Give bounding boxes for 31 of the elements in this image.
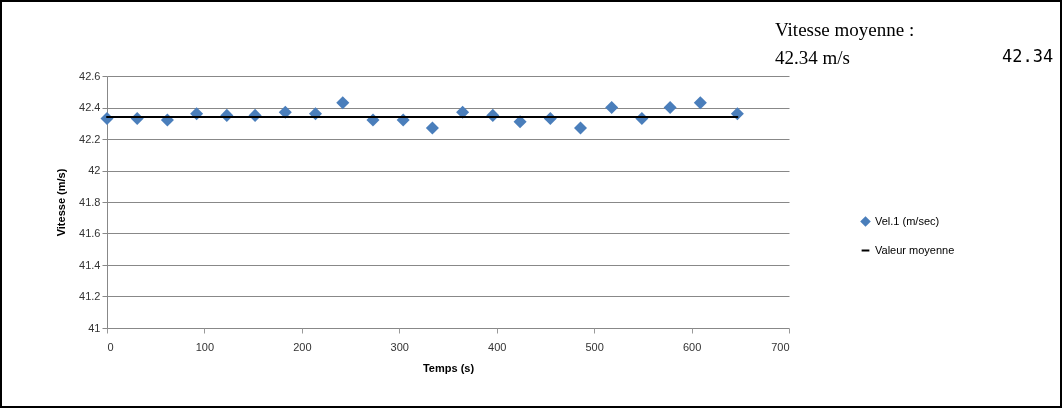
point: [336, 96, 350, 110]
legend-label: Valeur moyenne: [875, 243, 955, 256]
y-tick-label: 42.4: [79, 101, 101, 113]
point: [605, 100, 619, 115]
y-tick-label: 41.8: [79, 195, 101, 208]
y-tick-label: 41.2: [79, 290, 101, 302]
y-tick-label: 42.2: [79, 132, 101, 145]
point: [278, 105, 292, 119]
point: [693, 96, 707, 110]
x-tick-label: 700: [771, 340, 790, 353]
x-tick-label: 0: [107, 340, 114, 353]
point: [573, 121, 588, 135]
y-tick-label: 42: [88, 164, 101, 176]
y-tick-label: 41.6: [79, 227, 101, 239]
point: [663, 100, 677, 115]
x-tick-label: 300: [390, 340, 409, 353]
y-axis-title: Vitesse (m/s): [55, 168, 68, 237]
x-tick-label: 100: [195, 340, 215, 353]
x-axis-title: Temps (s): [422, 361, 475, 374]
x-tick-label: 400: [488, 340, 507, 353]
text: 42.34: [1002, 45, 1055, 68]
legend-label: Vel.1 (m/sec): [875, 214, 940, 227]
x-tick-label: 600: [682, 340, 702, 353]
y-tick-label: 42.6: [79, 69, 101, 82]
point: [425, 121, 439, 135]
text: Vitesse moyenne : 42.34 m/s: [775, 18, 916, 70]
x-tick-label: 200: [293, 340, 312, 353]
x-tick-label: 500: [585, 340, 604, 353]
point: [456, 105, 470, 119]
y-tick-label: 41: [88, 321, 101, 334]
y-tick-label: 41.4: [79, 258, 101, 271]
